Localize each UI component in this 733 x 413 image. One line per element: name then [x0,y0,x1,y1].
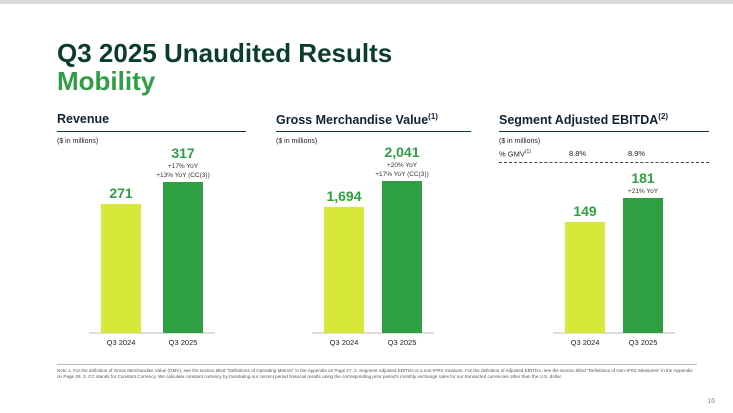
bar-q3-2024 [324,206,364,333]
value-label: 2,041 [384,144,419,160]
yoy-annotation: +17% YoY (CC(3)) [375,171,429,178]
bar-q3-2025 [163,182,203,333]
yoy-annotation: +13% YoY (CC(3)) [156,172,210,179]
ebitda-chart: 149 Q3 2024 181 +21% YoY Q3 2025 [553,170,675,347]
bar-q3-2024 [101,203,141,333]
revenue-chart: 271 Q3 2024 317 +17% YoY +13% YoY (CC(3)) Q3 … [89,145,215,347]
top-bar [0,0,733,4]
page-title: Q3 2025 Unaudited Results [57,38,393,68]
revenue-unit: ($ in millions) [57,138,99,145]
bar-q3-2025 [623,198,663,333]
page-subtitle: Mobility [57,66,156,96]
gmv-panel: Gross Merchandise Value(1) ($ in million… [276,112,471,352]
category-label: Q3 2025 [629,338,658,347]
gmv-percent-2024: 8.8% [569,149,587,158]
gmv-unit: ($ in millions) [276,138,318,145]
footnote: Note 1. For the definition of Gross Merc… [57,364,697,379]
category-label: Q3 2025 [169,338,198,347]
category-label: Q3 2024 [571,338,600,347]
value-label: 271 [109,185,133,201]
gmv-percent-2025: 8.9% [628,149,646,158]
value-label: 317 [171,145,195,161]
ebitda-title: Segment Adjusted EBITDA(2) [499,112,669,128]
gmv-chart: 1,694 Q3 2024 2,041 +20% YoY +17% YoY (CC(3)… [312,144,434,347]
bar-q3-2024 [565,221,605,333]
yoy-annotation: +17% YoY [168,163,199,170]
revenue-panel: Revenue ($ in millions) 271 Q3 2024 317 +17… [57,112,246,352]
value-label: 1,694 [326,188,361,204]
gmv-title-rule [276,131,471,132]
gmv-percent-label: % GMV(1) [499,149,531,159]
revenue-title: Revenue [57,112,110,126]
category-label: Q3 2024 [107,338,136,347]
page-number: 16 [707,398,715,405]
category-label: Q3 2024 [330,338,359,347]
value-label: 149 [573,203,597,219]
ebitda-title-rule [499,131,709,132]
revenue-title-rule [57,131,246,132]
dashed-divider [499,162,709,163]
yoy-annotation: +21% YoY [628,188,659,195]
gmv-title: Gross Merchandise Value(1) [276,112,438,128]
yoy-annotation: +20% YoY [387,162,418,169]
bar-q3-2025 [382,181,422,333]
ebitda-unit: ($ in millions) [499,138,541,145]
ebitda-panel: Segment Adjusted EBITDA(2) ($ in million… [499,112,709,352]
value-label: 181 [631,170,655,186]
category-label: Q3 2025 [388,338,417,347]
